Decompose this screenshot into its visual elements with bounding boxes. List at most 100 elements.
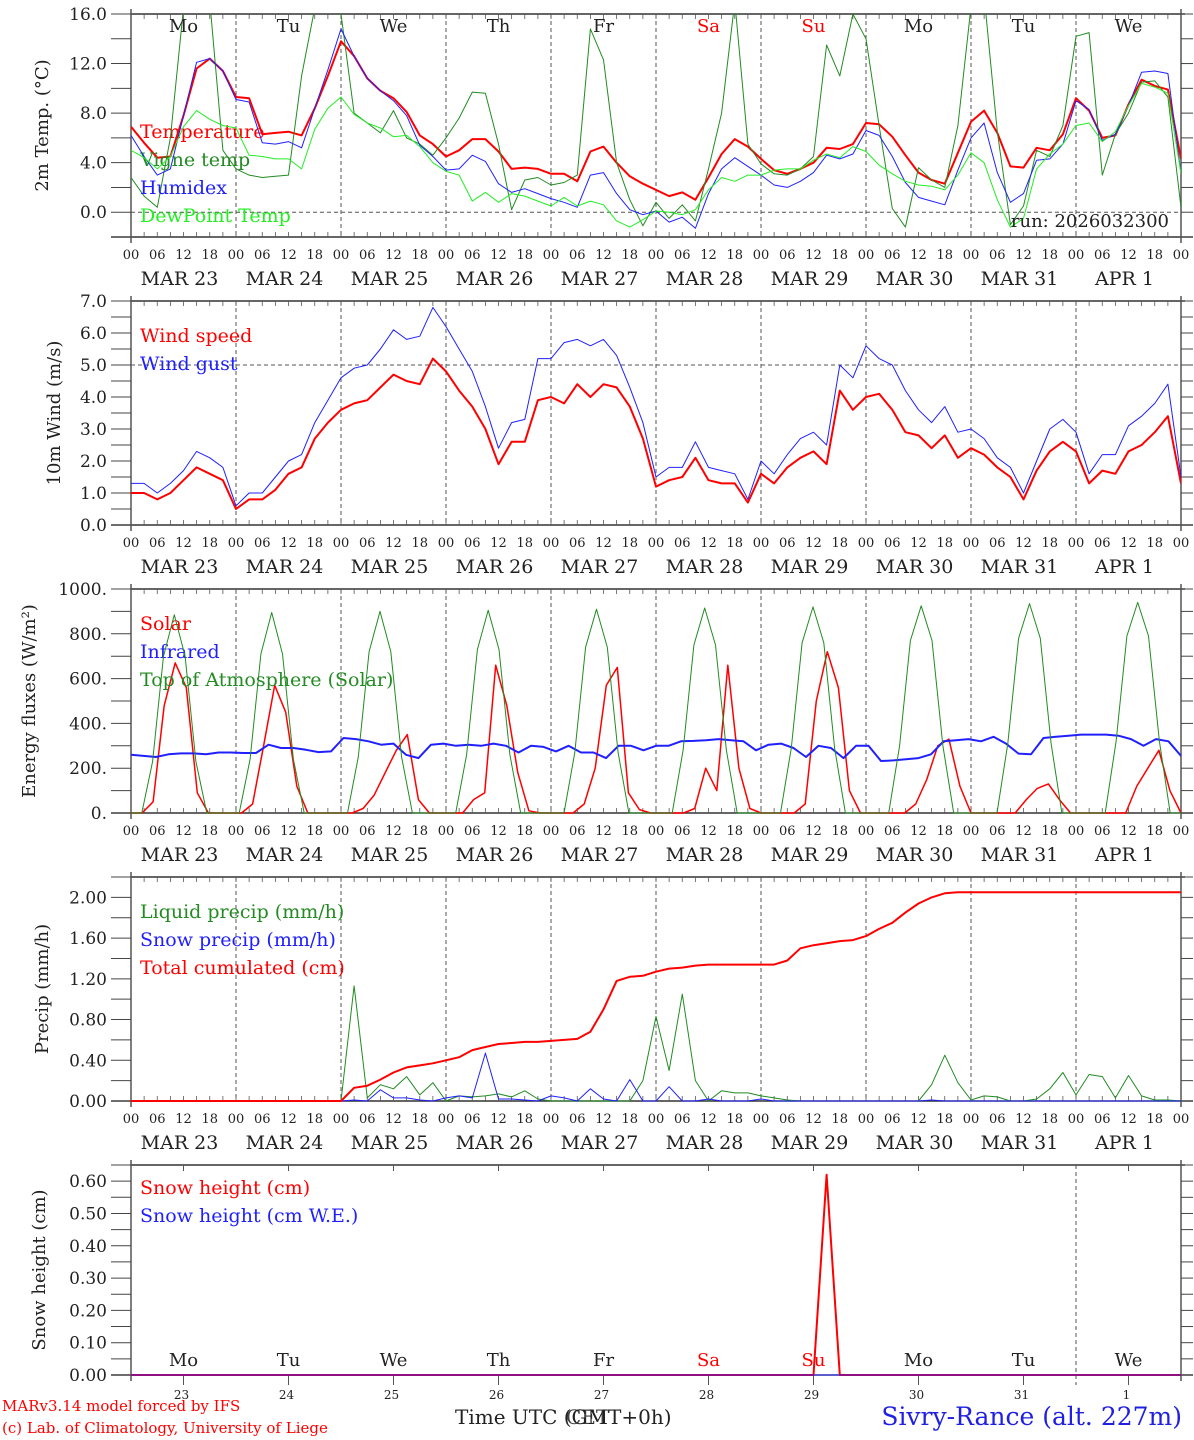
- series-line-wind-gust: [131, 306, 1181, 507]
- y-tick-label: 3.0: [80, 420, 107, 440]
- y-axis-label: 10m Wind (m/s): [44, 341, 65, 486]
- station-name: Sivry-Rance (alt. 227m): [881, 1402, 1182, 1431]
- hour-tick-label: 00: [228, 1112, 245, 1127]
- hour-tick-label: 06: [1094, 536, 1111, 551]
- day-of-week-label: Mo: [904, 1350, 933, 1371]
- date-label: MAR 28: [666, 1132, 744, 1154]
- hour-tick-label: 00: [1068, 536, 1085, 551]
- day-of-week-label: Su: [802, 1350, 826, 1371]
- date-label: MAR 23: [141, 556, 219, 578]
- hour-tick-label: 18: [1041, 248, 1058, 263]
- hour-tick-label: 00: [963, 1112, 980, 1127]
- hour-tick-label: 18: [1041, 1112, 1058, 1127]
- legend-entry: Top of Atmosphere (Solar): [140, 669, 393, 691]
- hour-tick-label: 00: [123, 536, 140, 551]
- series-line-wind-speed: [131, 357, 1181, 510]
- y-tick-label: 400.: [69, 714, 107, 734]
- hour-tick-label: 12: [175, 824, 192, 839]
- day-number-label: 25: [384, 1388, 399, 1402]
- time-axis-label: Time UTC (GMT+0h): [455, 1405, 672, 1429]
- day-of-week-label: Sa: [697, 1350, 720, 1371]
- y-tick-label: 0.50: [69, 1204, 107, 1224]
- y-tick-label: 0.10: [69, 1334, 107, 1354]
- date-label: MAR 24: [246, 844, 324, 866]
- legend-entry: Liquid precip (mm/h): [140, 901, 344, 923]
- hour-tick-label: 12: [595, 248, 612, 263]
- y-tick-label: 0.0: [80, 516, 107, 536]
- date-label: MAR 30: [876, 556, 954, 578]
- y-tick-label: 2.00: [69, 888, 107, 908]
- date-label: MAR 26: [456, 556, 534, 578]
- y-tick-label: 0.0: [80, 203, 107, 223]
- y-tick-label: 800.: [69, 625, 107, 645]
- day-number-label: 24: [279, 1388, 295, 1402]
- hour-tick-label: 06: [359, 824, 376, 839]
- hour-tick-label: 06: [1094, 1112, 1111, 1127]
- hour-tick-label: 06: [254, 248, 271, 263]
- hour-tick-label: 12: [805, 824, 822, 839]
- hour-tick-label: 18: [1041, 824, 1058, 839]
- hour-tick-label: 00: [858, 536, 875, 551]
- date-label: APR 1: [1094, 268, 1154, 290]
- hour-tick-label: 06: [989, 248, 1006, 263]
- day-number-label: 28: [699, 1388, 714, 1402]
- hour-tick-label: 06: [254, 1112, 271, 1127]
- hour-tick-label: 00: [1068, 824, 1085, 839]
- hour-tick-label: 06: [569, 1112, 586, 1127]
- date-label: MAR 23: [141, 844, 219, 866]
- hour-tick-label: 12: [595, 536, 612, 551]
- date-label: MAR 23: [141, 268, 219, 290]
- hour-tick-label: 00: [438, 824, 455, 839]
- day-of-week-label: Tu: [1012, 1350, 1036, 1371]
- day-of-week-label: Mo: [169, 1350, 198, 1371]
- hour-tick-label: 00: [963, 536, 980, 551]
- hour-tick-label: 06: [464, 536, 481, 551]
- hour-tick-label: 12: [910, 248, 927, 263]
- hour-tick-label: 12: [1015, 536, 1032, 551]
- panel-precip: 0.00 0.40 0.80 1.20 1.60 2.00 Precip (mm/h) Liq…: [32, 872, 1193, 1154]
- y-axis-label: Snow height (cm): [29, 1189, 50, 1350]
- day-of-week-label: Th: [487, 1350, 511, 1371]
- hour-tick-label: 06: [779, 248, 796, 263]
- day-of-week-label: Fr: [593, 16, 614, 37]
- series-line-top-of-atmosphere-solar-: [131, 601, 1181, 814]
- hour-tick-label: 12: [175, 536, 192, 551]
- hour-tick-label: 12: [910, 536, 927, 551]
- hour-tick-label: 00: [438, 1112, 455, 1127]
- hour-tick-label: 00: [963, 824, 980, 839]
- hour-tick-label: 00: [543, 248, 560, 263]
- date-label: MAR 31: [981, 844, 1059, 866]
- time-axis-label-overlay: CET: [566, 1405, 610, 1429]
- hour-tick-label: 18: [831, 824, 848, 839]
- hour-tick-label: 18: [621, 536, 638, 551]
- panel-snow: 0.00 0.10 0.20 0.30 0.40 0.50 0.60 Snow height …: [29, 1160, 1193, 1402]
- hour-tick-label: 00: [333, 1112, 350, 1127]
- legend-entry: DewPoint Temp: [140, 205, 291, 227]
- day-of-week-label: We: [1115, 1350, 1143, 1371]
- date-label: MAR 31: [981, 556, 1059, 578]
- hour-tick-label: 00: [1068, 248, 1085, 263]
- hour-tick-label: 00: [963, 248, 980, 263]
- hour-tick-label: 18: [621, 1112, 638, 1127]
- hour-tick-label: 18: [936, 536, 953, 551]
- date-label: MAR 23: [141, 1132, 219, 1154]
- y-tick-label: 4.0: [80, 388, 107, 408]
- day-number-label: 26: [489, 1388, 504, 1402]
- hour-tick-label: 00: [858, 1112, 875, 1127]
- hour-tick-label: 12: [1120, 248, 1137, 263]
- hour-tick-label: 18: [201, 248, 218, 263]
- date-label: APR 1: [1094, 1132, 1154, 1154]
- day-number-label: 23: [174, 1388, 189, 1402]
- hour-tick-label: 00: [123, 824, 140, 839]
- hour-tick-label: 18: [1146, 824, 1163, 839]
- legend-entry: Solar: [140, 613, 192, 635]
- legend-entry: Vigne temp: [139, 149, 250, 171]
- hour-tick-label: 12: [280, 248, 297, 263]
- y-tick-label: 2.0: [80, 452, 107, 472]
- y-tick-label: 0.00: [69, 1092, 107, 1112]
- hour-tick-label: 06: [674, 824, 691, 839]
- date-label: MAR 30: [876, 268, 954, 290]
- hour-tick-label: 18: [936, 248, 953, 263]
- hour-tick-label: 18: [936, 1112, 953, 1127]
- date-label: MAR 26: [456, 844, 534, 866]
